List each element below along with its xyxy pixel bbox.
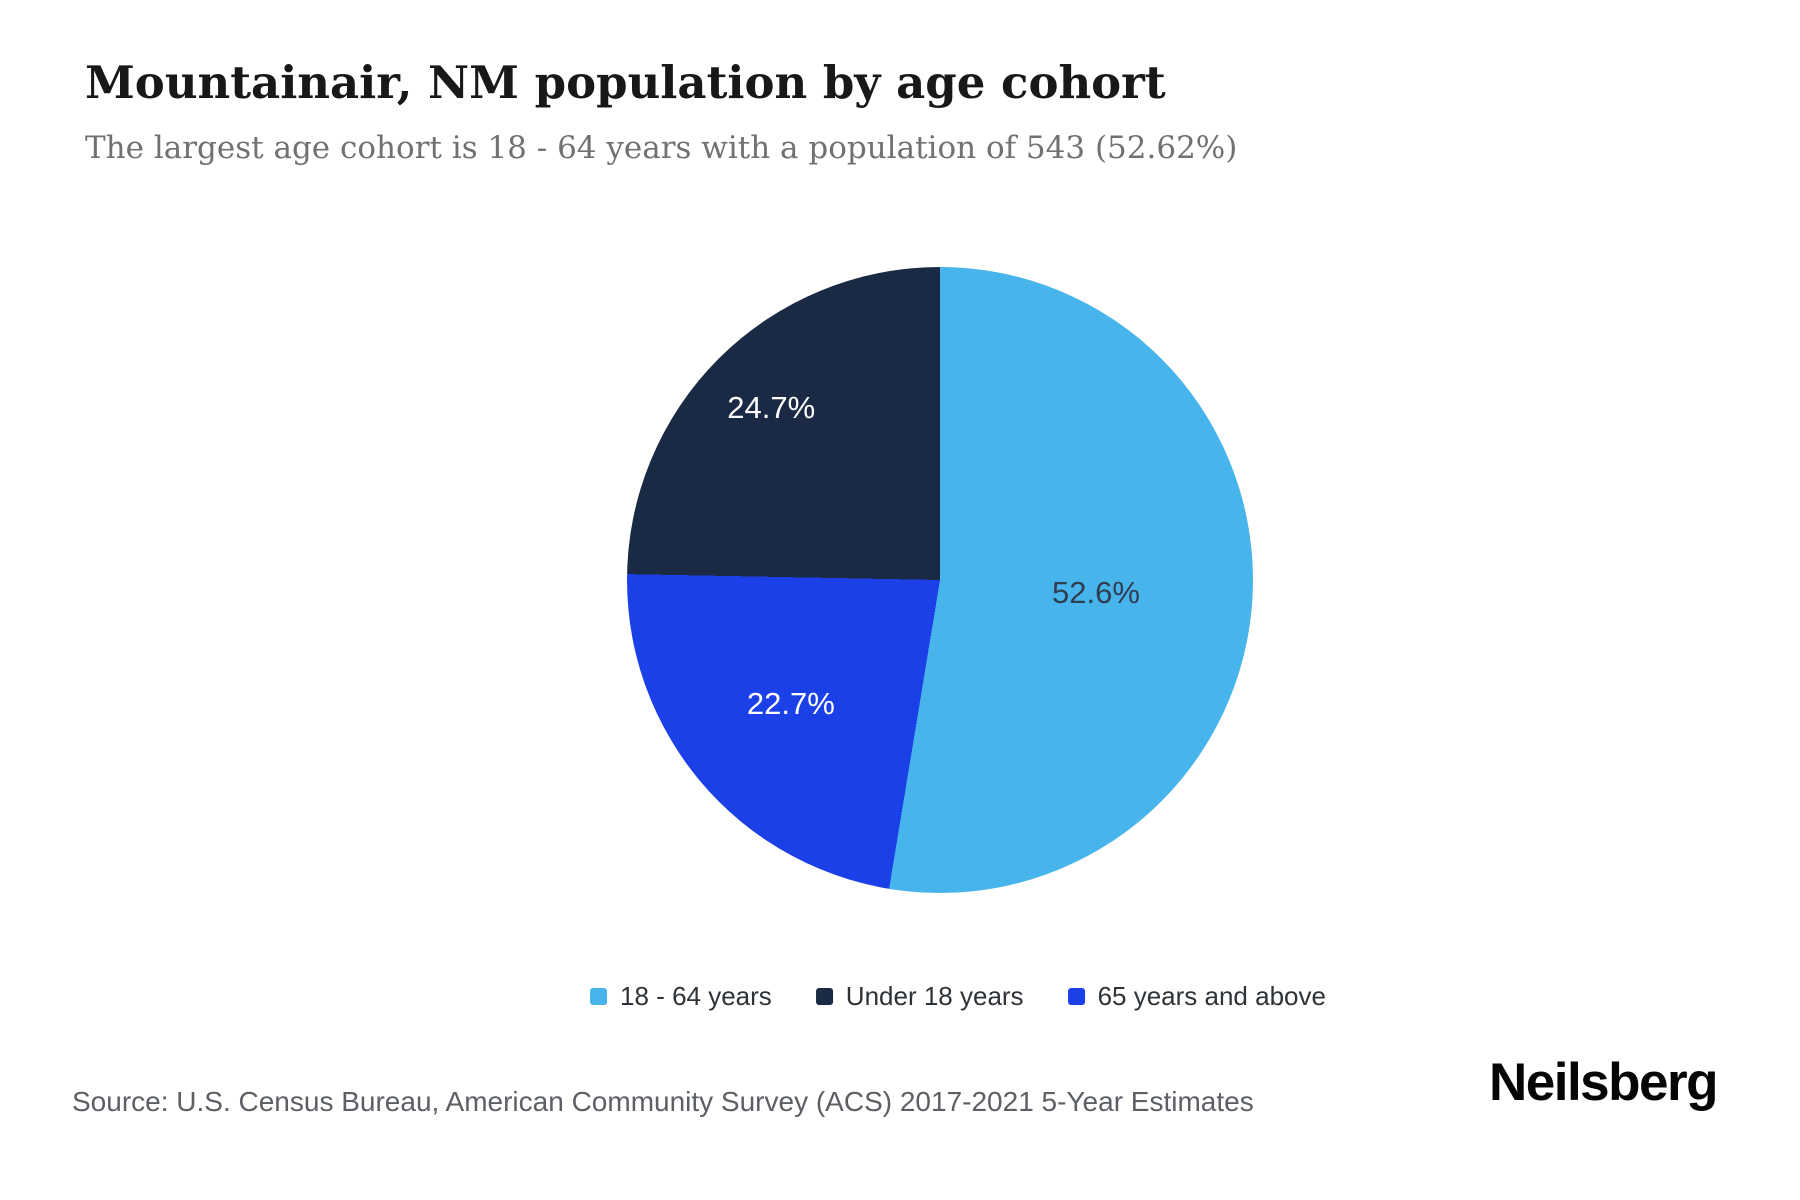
legend-item[interactable]: 18 - 64 years <box>590 981 772 1012</box>
slice-label: 22.7% <box>746 686 835 722</box>
legend-swatch-icon <box>590 987 608 1005</box>
legend-swatch-icon <box>815 987 833 1005</box>
legend-label: 65 years and above <box>1097 980 1326 1011</box>
source-attribution: Source: U.S. Census Bureau, American Com… <box>72 1086 1254 1117</box>
neilsberg-logo: Neilsberg <box>1488 1053 1719 1112</box>
legend-item[interactable]: Under 18 years <box>815 980 1024 1012</box>
pie-chart[interactable]: 52.6% 22.7% 24.7% <box>627 267 1253 893</box>
legend-swatch-icon <box>1067 987 1085 1005</box>
chart-subtitle: The largest age cohort is 18 - 64 years … <box>85 130 1238 166</box>
chart-legend: 18 - 64 years Under 18 years 65 years and … <box>590 978 1326 1014</box>
legend-label: Under 18 years <box>845 980 1024 1011</box>
legend-item[interactable]: 65 years and above <box>1067 980 1326 1012</box>
slice-label: 52.6% <box>1052 574 1140 610</box>
slice-label: 24.7% <box>727 389 816 425</box>
chart-title: Mountainair, NM population by age cohort <box>85 56 1166 109</box>
legend-label: 18 - 64 years <box>620 980 772 1011</box>
